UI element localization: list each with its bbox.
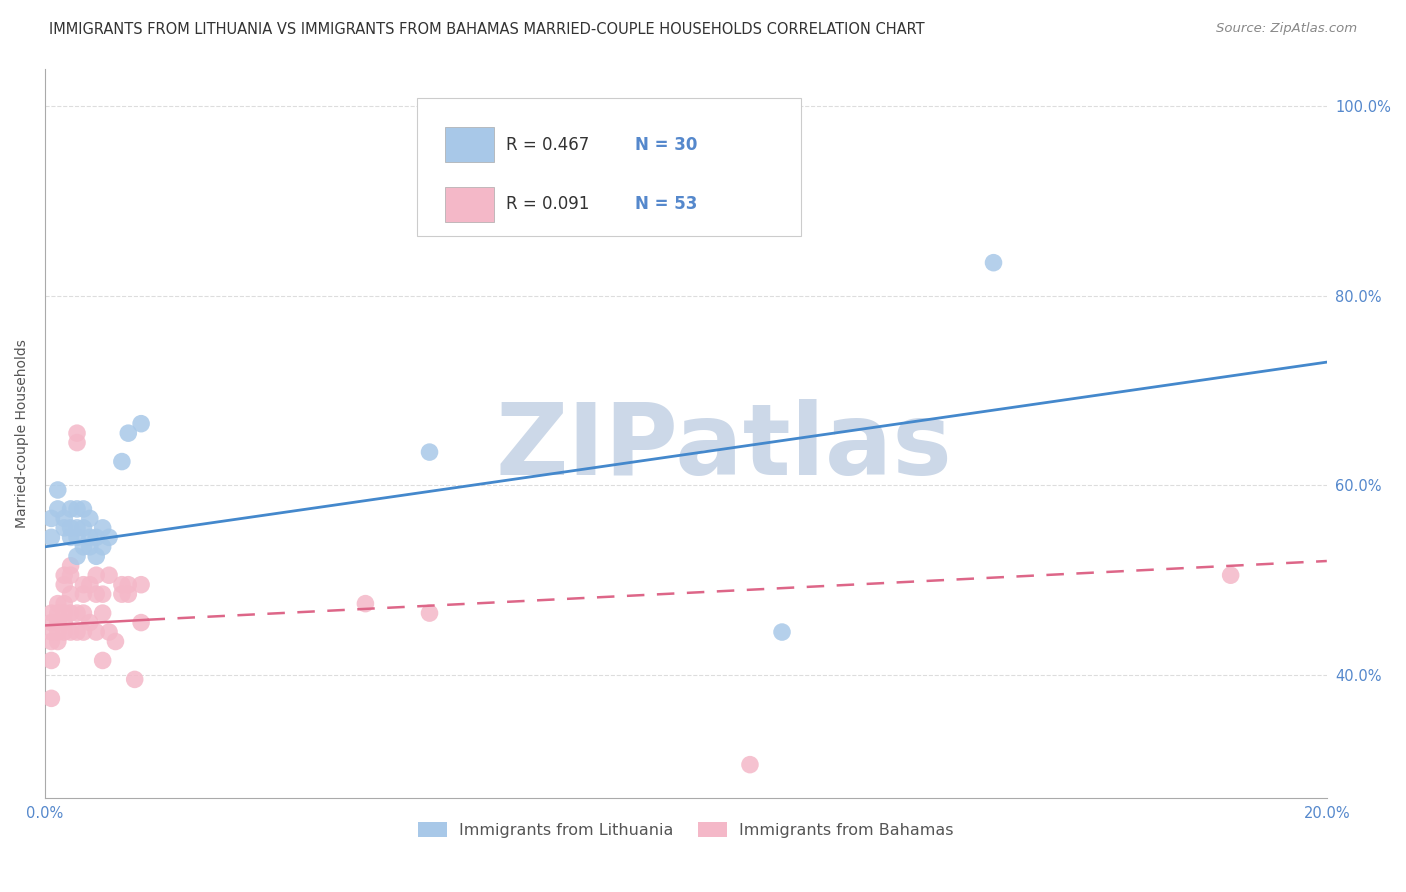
Point: [46, 483, 69, 497]
Point: [129, 417, 152, 431]
Y-axis label: Married-couple Households: Married-couple Households: [15, 339, 30, 527]
Point: [41, 615, 63, 630]
Point: [129, 615, 152, 630]
Point: [41, 634, 63, 648]
Text: IMMIGRANTS FROM LITHUANIA VS IMMIGRANTS FROM BAHAMAS MARRIED-COUPLE HOUSEHOLDS C: IMMIGRANTS FROM LITHUANIA VS IMMIGRANTS …: [49, 22, 925, 37]
Point: [91, 606, 114, 620]
Point: [41, 511, 63, 525]
Point: [72, 577, 94, 591]
Point: [1219, 568, 1241, 582]
Point: [53, 577, 76, 591]
Point: [46, 615, 69, 630]
Legend: Immigrants from Lithuania, Immigrants from Bahamas: Immigrants from Lithuania, Immigrants fr…: [412, 815, 960, 845]
Point: [124, 673, 146, 687]
Bar: [444, 128, 494, 162]
Point: [418, 606, 440, 620]
Text: N = 53: N = 53: [634, 195, 697, 213]
Point: [53, 511, 76, 525]
Point: [66, 521, 89, 535]
Point: [91, 653, 114, 667]
Text: R = 0.467: R = 0.467: [506, 136, 589, 153]
Point: [53, 606, 76, 620]
Point: [72, 502, 94, 516]
Point: [84, 549, 107, 564]
Point: [117, 587, 139, 601]
Point: [59, 558, 82, 573]
Point: [59, 606, 82, 620]
Point: [41, 606, 63, 620]
Point: [46, 597, 69, 611]
Text: N = 30: N = 30: [634, 136, 697, 153]
Point: [79, 577, 101, 591]
Point: [72, 540, 94, 554]
Point: [770, 625, 793, 640]
Point: [91, 587, 114, 601]
Point: [66, 502, 89, 516]
Point: [66, 549, 89, 564]
Point: [91, 521, 114, 535]
Point: [46, 615, 69, 630]
Point: [354, 597, 377, 611]
Point: [111, 454, 134, 468]
Point: [418, 445, 440, 459]
Point: [59, 587, 82, 601]
Point: [66, 606, 89, 620]
Text: ZIPatlas: ZIPatlas: [496, 400, 953, 496]
Point: [72, 606, 94, 620]
Point: [84, 625, 107, 640]
Point: [41, 691, 63, 706]
Point: [84, 568, 107, 582]
Point: [79, 540, 101, 554]
Text: R = 0.091: R = 0.091: [506, 195, 589, 213]
Point: [46, 634, 69, 648]
Point: [79, 615, 101, 630]
Point: [53, 597, 76, 611]
Point: [117, 577, 139, 591]
Text: Source: ZipAtlas.com: Source: ZipAtlas.com: [1216, 22, 1357, 36]
Point: [41, 625, 63, 640]
Point: [59, 568, 82, 582]
Bar: [444, 186, 494, 221]
Point: [98, 530, 121, 544]
Point: [91, 540, 114, 554]
Point: [84, 530, 107, 544]
Point: [66, 426, 89, 441]
Point: [72, 587, 94, 601]
Point: [46, 606, 69, 620]
Point: [111, 577, 134, 591]
Point: [41, 530, 63, 544]
Point: [66, 435, 89, 450]
Point: [53, 521, 76, 535]
Point: [41, 653, 63, 667]
Point: [111, 587, 134, 601]
Point: [79, 511, 101, 525]
Point: [59, 502, 82, 516]
Point: [84, 587, 107, 601]
Point: [104, 634, 127, 648]
Point: [98, 625, 121, 640]
Point: [98, 568, 121, 582]
Point: [117, 426, 139, 441]
Point: [59, 625, 82, 640]
Point: [59, 521, 82, 535]
Point: [72, 521, 94, 535]
Point: [46, 502, 69, 516]
Point: [53, 625, 76, 640]
Point: [129, 577, 152, 591]
Point: [72, 625, 94, 640]
Point: [66, 625, 89, 640]
Point: [46, 625, 69, 640]
Point: [53, 568, 76, 582]
Point: [53, 615, 76, 630]
Point: [738, 757, 761, 772]
Point: [66, 530, 89, 544]
Point: [79, 530, 101, 544]
Point: [983, 255, 1005, 269]
Point: [59, 530, 82, 544]
FancyBboxPatch shape: [416, 98, 801, 236]
